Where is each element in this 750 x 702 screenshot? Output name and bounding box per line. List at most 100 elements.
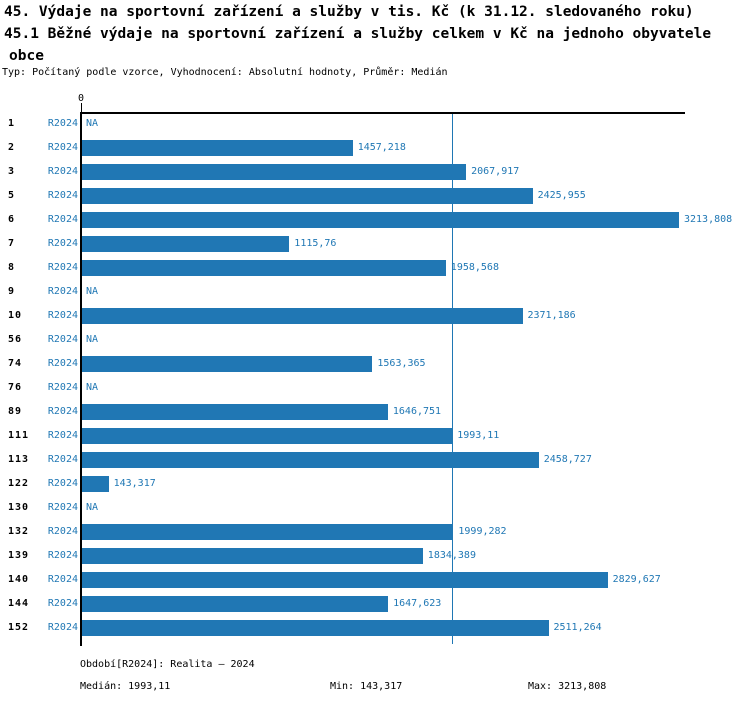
chart-row: 89 R2024 1646,751 xyxy=(0,400,750,424)
x-axis-zero-tick-label: 0 xyxy=(77,93,85,104)
na-value-label: NA xyxy=(86,334,99,345)
bar-value-label: 1958,568 xyxy=(450,262,499,273)
value-bar xyxy=(82,212,679,228)
row-id-label: 144 xyxy=(8,598,30,609)
row-id-label: 74 xyxy=(8,358,23,369)
row-period-label: R2024 xyxy=(47,142,78,153)
chart-subtitle: Typ: Počítaný podle vzorce, Vyhodnocení:… xyxy=(2,67,448,78)
row-period-label: R2024 xyxy=(47,262,78,273)
value-bar xyxy=(82,620,549,636)
row-period-label: R2024 xyxy=(47,502,78,513)
bar-value-label: 2371,186 xyxy=(527,310,576,321)
bar-value-label: 1834,389 xyxy=(427,550,476,561)
row-period-label: R2024 xyxy=(47,478,78,489)
row-id-label: 76 xyxy=(8,382,23,393)
chart-row: 1 R2024 NA xyxy=(0,112,750,136)
bar-value-label: 1993,11 xyxy=(457,430,500,441)
row-id-label: 56 xyxy=(8,334,23,345)
row-id-label: 5 xyxy=(8,190,16,201)
bar-value-label: 1646,751 xyxy=(392,406,442,417)
chart-title-line3: obce xyxy=(9,48,44,64)
row-period-label: R2024 xyxy=(47,118,78,129)
median-reference-line xyxy=(452,114,453,644)
bar-value-label: 1647,623 xyxy=(393,598,442,609)
x-axis-zero-tick-mark xyxy=(81,103,82,112)
chart-row: 56 R2024 NA xyxy=(0,328,750,352)
na-value-label: NA xyxy=(86,502,99,513)
bar-value-label: 1563,365 xyxy=(377,358,426,369)
chart-row: 9 R2024 NA xyxy=(0,280,750,304)
value-bar xyxy=(82,572,608,588)
chart-row: 8 R2024 1958,568 xyxy=(0,256,750,280)
row-period-label: R2024 xyxy=(47,358,78,369)
value-bar xyxy=(82,188,533,204)
chart-row: 144 R2024 1647,623 xyxy=(0,592,750,616)
row-period-label: R2024 xyxy=(47,550,78,561)
row-period-label: R2024 xyxy=(47,406,78,417)
value-bar xyxy=(82,476,109,492)
value-bar xyxy=(82,140,353,156)
row-id-label: 9 xyxy=(8,286,16,297)
chart-title-line1: 45. Výdaje na sportovní zařízení a služb… xyxy=(4,4,694,20)
na-value-label: NA xyxy=(86,382,99,393)
chart-row: 113 R2024 2458,727 xyxy=(0,448,750,472)
bar-value-label: 2829,627 xyxy=(612,574,661,585)
bar-value-label: 2511,264 xyxy=(553,622,602,633)
row-id-label: 89 xyxy=(8,406,23,417)
value-bar xyxy=(82,596,389,612)
chart-row: 3 R2024 2067,917 xyxy=(0,160,750,184)
chart-row: 7 R2024 1115,76 xyxy=(0,232,750,256)
chart-row: 2 R2024 1457,218 xyxy=(0,136,750,160)
value-bar xyxy=(82,164,467,180)
bar-value-label: 2458,727 xyxy=(543,454,592,465)
row-id-label: 8 xyxy=(8,262,16,273)
row-id-label: 2 xyxy=(8,142,16,153)
row-period-label: R2024 xyxy=(47,310,78,321)
row-period-label: R2024 xyxy=(47,574,78,585)
row-period-label: R2024 xyxy=(47,454,78,465)
value-bar xyxy=(82,428,453,444)
row-id-label: 130 xyxy=(8,502,30,513)
row-period-label: R2024 xyxy=(47,382,78,393)
row-period-label: R2024 xyxy=(47,286,78,297)
row-id-label: 152 xyxy=(8,622,30,633)
row-id-label: 6 xyxy=(8,214,16,225)
row-period-label: R2024 xyxy=(47,622,78,633)
chart-row: 152 R2024 2511,264 xyxy=(0,616,750,640)
row-id-label: 113 xyxy=(8,454,30,465)
row-id-label: 7 xyxy=(8,238,16,249)
value-bar xyxy=(82,524,454,540)
chart-row: 111 R2024 1993,11 xyxy=(0,424,750,448)
value-bar xyxy=(82,236,290,252)
row-period-label: R2024 xyxy=(47,334,78,345)
chart-row: 140 R2024 2829,627 xyxy=(0,568,750,592)
bar-value-label: 2425,955 xyxy=(537,190,586,201)
row-period-label: R2024 xyxy=(47,238,78,249)
bar-value-label: 3213,808 xyxy=(684,214,733,225)
bar-value-label: 143,317 xyxy=(113,478,156,489)
row-period-label: R2024 xyxy=(47,166,78,177)
bar-value-label: 2067,917 xyxy=(471,166,520,177)
row-period-label: R2024 xyxy=(47,526,78,537)
na-value-label: NA xyxy=(86,118,99,129)
chart-row: 130 R2024 NA xyxy=(0,496,750,520)
row-period-label: R2024 xyxy=(47,598,78,609)
value-bar xyxy=(82,356,373,372)
row-id-label: 140 xyxy=(8,574,30,585)
chart-row: 10 R2024 2371,186 xyxy=(0,304,750,328)
value-bar xyxy=(82,260,446,276)
value-bar xyxy=(82,548,423,564)
chart-row: 5 R2024 2425,955 xyxy=(0,184,750,208)
row-period-label: R2024 xyxy=(47,430,78,441)
chart-title-line2: 45.1 Běžné výdaje na sportovní zařízení … xyxy=(4,26,712,42)
chart-row: 74 R2024 1563,365 xyxy=(0,352,750,376)
bar-value-label: 1457,218 xyxy=(357,142,406,153)
x-axis-line xyxy=(80,112,685,114)
footer-period-legend: Období[R2024]: Realita – 2024 xyxy=(80,659,255,670)
row-id-label: 10 xyxy=(8,310,23,321)
row-id-label: 122 xyxy=(8,478,30,489)
na-value-label: NA xyxy=(86,286,99,297)
row-id-label: 132 xyxy=(8,526,30,537)
bar-value-label: 1999,282 xyxy=(458,526,507,537)
